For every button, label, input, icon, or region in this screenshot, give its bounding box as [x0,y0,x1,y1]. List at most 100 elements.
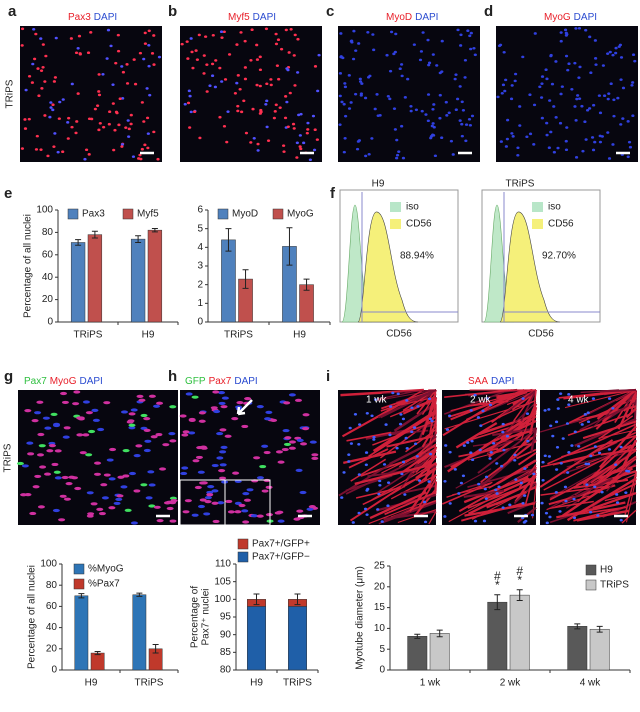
nucleus [101,72,105,76]
stain-name: DAPI [79,376,102,387]
micrograph-bg [20,26,162,162]
fiber [576,454,631,486]
micrograph [179,390,320,525]
nucleus [401,417,406,421]
nucleus [504,145,508,148]
nucleus [347,107,352,110]
nucleus [295,141,299,145]
nucleus [617,45,621,48]
nucleus [389,30,394,34]
nucleus [232,471,240,475]
nucleus [39,37,43,40]
y-tick-label: 5 [379,644,385,655]
nucleus [48,444,56,448]
nucleus [106,28,111,32]
nucleus [122,448,130,453]
nucleus [76,92,80,95]
nucleus [250,28,254,32]
bar [589,628,610,671]
nucleus [120,145,124,148]
nucleus [153,404,161,408]
nucleus [423,520,428,524]
nucleus [292,54,296,57]
nucleus [143,448,151,453]
nucleus [396,392,400,396]
y-tick-label: 100 [36,205,53,216]
fiber [520,389,537,422]
nucleus [266,139,271,142]
nucleus [96,507,104,511]
nucleus [364,154,368,158]
nucleus [564,499,568,503]
nucleus [497,44,502,48]
significance: * [495,578,500,592]
nucleus [56,150,60,154]
nucleus [567,403,571,406]
nucleus [241,424,249,429]
nucleus [602,94,607,98]
nucleus [343,136,347,140]
nucleus [499,140,503,143]
nucleus [52,508,60,513]
nucleus [136,394,144,398]
nucleus [414,108,419,112]
y-axis-label: Percentage of all nuclei [27,565,38,669]
nucleus [357,442,361,446]
bar [487,601,508,671]
stain-label: Pax7 MyoG DAPI [24,376,103,387]
nucleus [397,150,401,153]
nucleus [501,83,506,87]
nucleus [116,494,124,498]
nucleus [274,42,279,46]
nucleus [401,460,406,464]
micrograph-bg [180,26,322,162]
fiber [517,452,537,466]
nucleus [142,57,146,61]
flow-title: H9 [372,179,385,190]
nucleus [152,130,156,134]
fiber [620,439,638,471]
nucleus [565,126,569,129]
nucleus [297,113,301,117]
fiber [386,434,437,448]
nucleus [454,108,458,112]
nucleus [41,43,45,46]
y-tick-label: 1 [197,298,203,309]
nucleus [619,123,623,126]
nucleus [157,55,162,59]
nucleus [296,509,304,513]
nucleus [147,470,155,474]
fiber [376,460,426,494]
y-tick-label: 60 [42,249,54,260]
nucleus [140,147,144,151]
nucleus [211,489,219,493]
nucleus [306,507,314,511]
nucleus [197,504,205,509]
nucleus [244,397,252,401]
y-axis-label: Percentage of [190,586,201,648]
nucleus [549,424,553,428]
nucleus [313,65,318,68]
fiber [625,478,637,523]
nucleus [621,117,625,120]
nucleus [420,109,424,113]
nucleus [87,512,95,516]
micrograph [338,388,438,525]
stain-label: SAA DAPI [468,376,514,387]
legend-swatch [272,208,284,220]
nucleus [137,157,141,160]
flow-xlabel: CD56 [386,329,412,340]
legend-swatch [585,579,597,591]
stain-name: MyoG [544,12,571,23]
nucleus [116,49,121,53]
nucleus [188,418,196,422]
nucleus [555,468,559,471]
nucleus [505,434,510,438]
nucleus [212,519,220,524]
nucleus [525,412,530,415]
nucleus [375,93,379,96]
nucleus [518,124,522,127]
micrograph [496,26,638,162]
nucleus [296,37,300,41]
nucleus [600,490,604,494]
